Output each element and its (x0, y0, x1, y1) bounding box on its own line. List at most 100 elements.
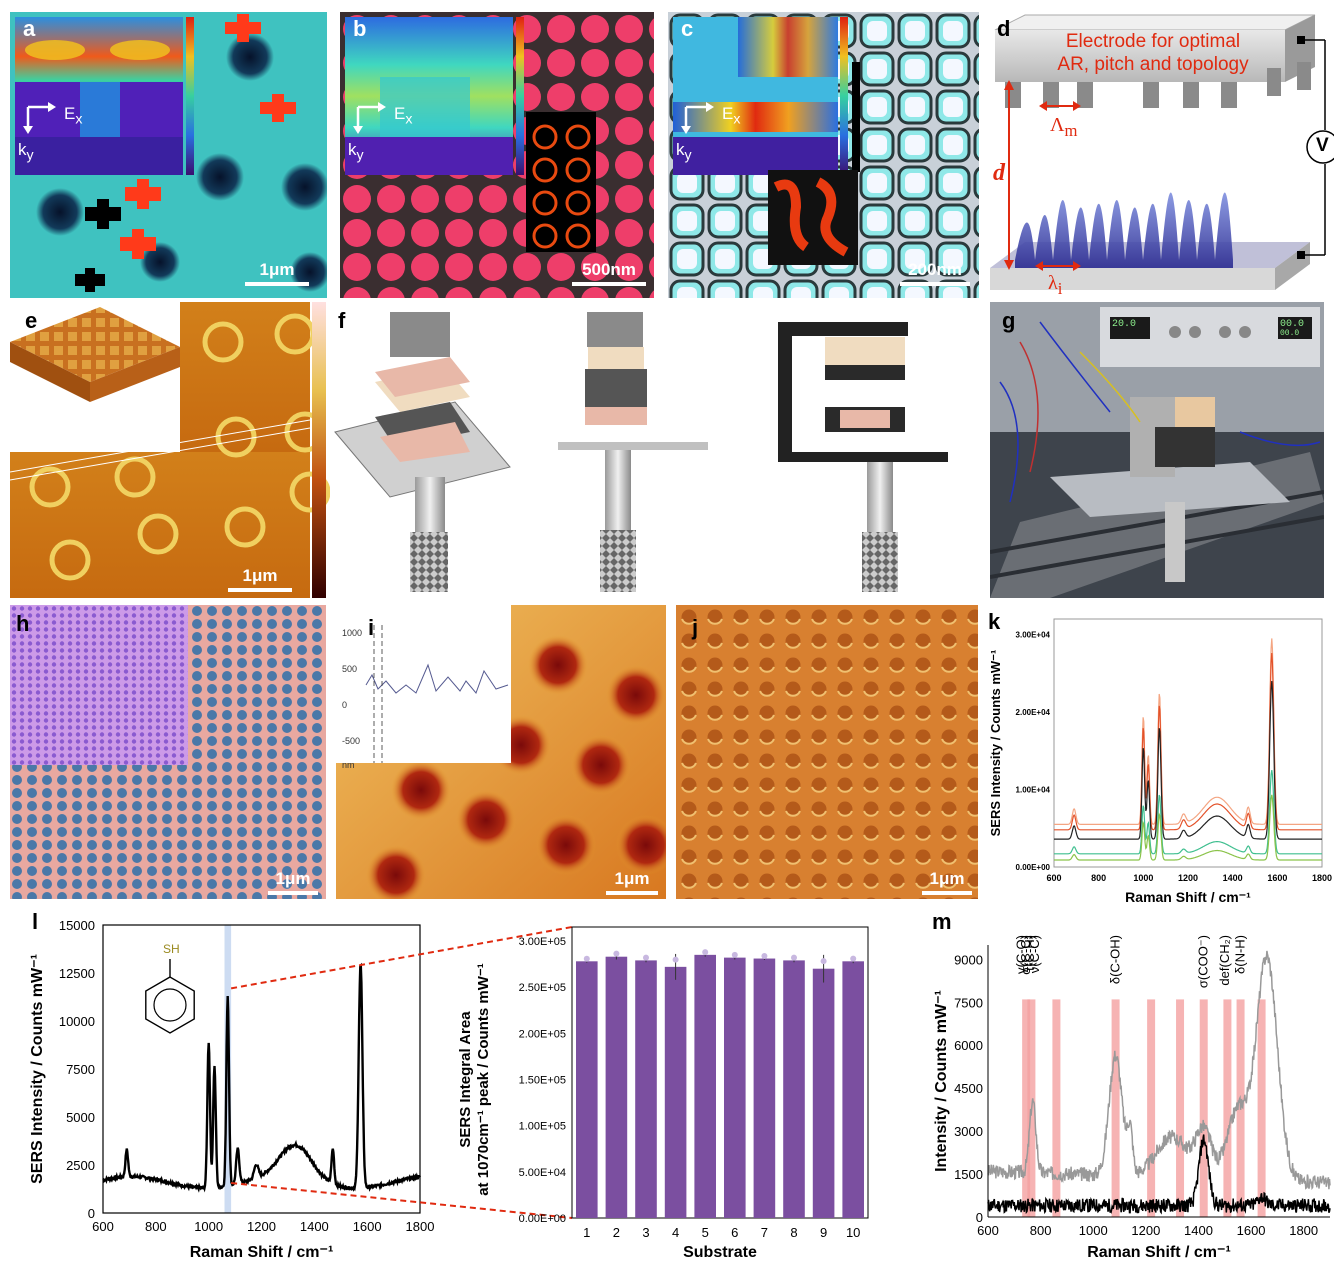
x-tick-label: 1 (583, 1225, 590, 1240)
y-tick-label: 0 (88, 1206, 95, 1221)
panel-e-scalebar: 1μm (228, 566, 292, 592)
aromatic-circle (153, 988, 187, 1022)
spectrum-gray (987, 950, 1331, 1191)
panel-g-photo (990, 302, 1324, 598)
band-annotation: σ(COO⁻) (1196, 935, 1211, 988)
x-tick-label: 1600 (353, 1219, 382, 1234)
bar-2 (605, 956, 628, 1218)
x-tick-label: 2 (613, 1225, 620, 1240)
chart-k: 600 800 1000 1200 1400 1600 1800 0.00E+00 1.00E+… (988, 618, 1332, 905)
y-tick-label: 12500 (59, 966, 95, 981)
y-tick-label: 1.00E+05 (519, 1121, 566, 1133)
panel-d: d Electrode for optimal AR, pitch and to… (985, 10, 1334, 302)
series-line-1 (1054, 653, 1322, 831)
benzene-ring (145, 976, 195, 1034)
y-tick-label: 4500 (954, 1081, 983, 1096)
x-tick-label: 1200 (1178, 873, 1198, 883)
assignment-band-0 (1022, 999, 1031, 1217)
chart-l: 600 800 1000 1200 1400 1600 1800 0 2500 5000 7500 1… (29, 918, 869, 1261)
panel-c-image (668, 12, 979, 298)
x-tick-label: 1200 (247, 1219, 276, 1234)
panel-a-field-label: E (64, 104, 76, 123)
series-line-4 (1054, 794, 1322, 861)
x-tick-label: 1600 (1267, 873, 1287, 883)
y-tick-label: 1.50E+05 (519, 1075, 566, 1087)
x-axis-label: Raman Shift / cm⁻¹ (190, 1244, 334, 1261)
panel-a-label: a (23, 16, 36, 41)
bar-4 (664, 966, 687, 1218)
panel-c: c Ex ky 200nm (668, 12, 979, 298)
zoom-line-bottom (231, 1182, 573, 1219)
panel-a-image (15, 14, 327, 292)
x-tick-label: 600 (92, 1219, 114, 1234)
panel-d-wavelength-label: λi (1048, 272, 1063, 298)
y-tick-label: 10000 (59, 1014, 95, 1029)
data-point (613, 950, 620, 957)
x-tick-label: 1000 (1133, 873, 1153, 883)
panel-d-label: d (997, 16, 1011, 41)
x-tick-label: 1000 (194, 1219, 223, 1234)
stage-view-1 (334, 312, 511, 592)
band-annotation: σ(C-C) (1018, 935, 1033, 975)
assignment-band-4 (1147, 999, 1156, 1217)
bar-6 (724, 957, 746, 1218)
x-axis-label: Substrate (683, 1244, 757, 1261)
panel-k-label: k (988, 609, 1001, 634)
band-annotation: δ(C-OH) (1108, 935, 1123, 984)
y-tick-label: 0.00E+00 (1016, 863, 1051, 872)
assignment-band-7 (1223, 999, 1232, 1217)
panel-a: a Ex ky 1μm (10, 12, 327, 298)
data-point (731, 951, 738, 958)
data-point (820, 958, 827, 965)
panel-g-label: g (1002, 308, 1016, 333)
panel-i-image (336, 605, 666, 899)
bar-9 (812, 968, 835, 1218)
panel-c-field-label: E (722, 104, 734, 123)
assignment-band-5 (1176, 999, 1185, 1217)
bar-8 (783, 960, 805, 1218)
panel-j-image (676, 605, 978, 899)
panel-d-distance-label: d (993, 160, 1005, 186)
band-annotation: δ(N-H) (1233, 935, 1248, 974)
y-axis-label: SERS Intensity / Counts mW⁻¹ (29, 954, 46, 1184)
panel-i-inset-axis: 1000 500 0 -500 nm (342, 628, 363, 770)
x-tick-label: 1000 (1079, 1223, 1108, 1238)
x-tick-label: 1400 (1223, 873, 1243, 883)
panel-g: g 20.0 00.0 00.0 (990, 302, 1324, 598)
panel-b: b Ex ky 500nm (340, 12, 654, 298)
x-tick-label: 5 (702, 1225, 709, 1240)
band-annotation: τ(C-H) (1022, 935, 1037, 972)
x-tick-label: 1800 (1312, 873, 1332, 883)
panel-g-meter-3: 00.0 (1280, 329, 1300, 338)
y-tick-label: 6000 (954, 1038, 983, 1053)
series-line-0 (1054, 638, 1322, 825)
x-tick-label: 4 (672, 1225, 679, 1240)
panel-a-scalebar: 1μm (245, 260, 309, 286)
panel-a-wave-label: k (18, 140, 27, 159)
y-tick-label: 9000 (954, 952, 983, 967)
y-tick-label: 2.00E+04 (1016, 708, 1051, 717)
panel-g-meter-1: 20.0 (1112, 319, 1137, 330)
spectrum-black (987, 1134, 1331, 1215)
panel-b-scalebar: 500nm (572, 260, 646, 286)
panel-b-label: b (353, 16, 367, 41)
panel-d-title-line2: AR, pitch and topology (1057, 54, 1249, 75)
y-tick-label: 2500 (66, 1158, 95, 1173)
panel-f-label: f (338, 308, 346, 333)
bar-10 (842, 961, 864, 1218)
bar-1 (576, 961, 598, 1218)
panel-h: h 1μm (10, 605, 326, 899)
panel-d-pitch-label: Λm (1050, 114, 1078, 140)
x-tick-label: 1400 (1184, 1223, 1213, 1238)
plot-frame (1053, 618, 1323, 868)
x-tick-label: 600 (977, 1223, 999, 1238)
panel-f: f (330, 302, 985, 598)
y-axis-label-2: at 1070cm⁻¹ peak / Counts mW⁻¹ (475, 963, 492, 1196)
y-tick-label: 7500 (66, 1062, 95, 1077)
panel-b-wave-label: k (348, 140, 357, 159)
bar-7 (753, 958, 776, 1218)
assignment-band-3 (1111, 999, 1120, 1217)
data-point (643, 954, 649, 961)
panel-e-image (10, 302, 330, 598)
zoom-line-top (230, 926, 573, 990)
